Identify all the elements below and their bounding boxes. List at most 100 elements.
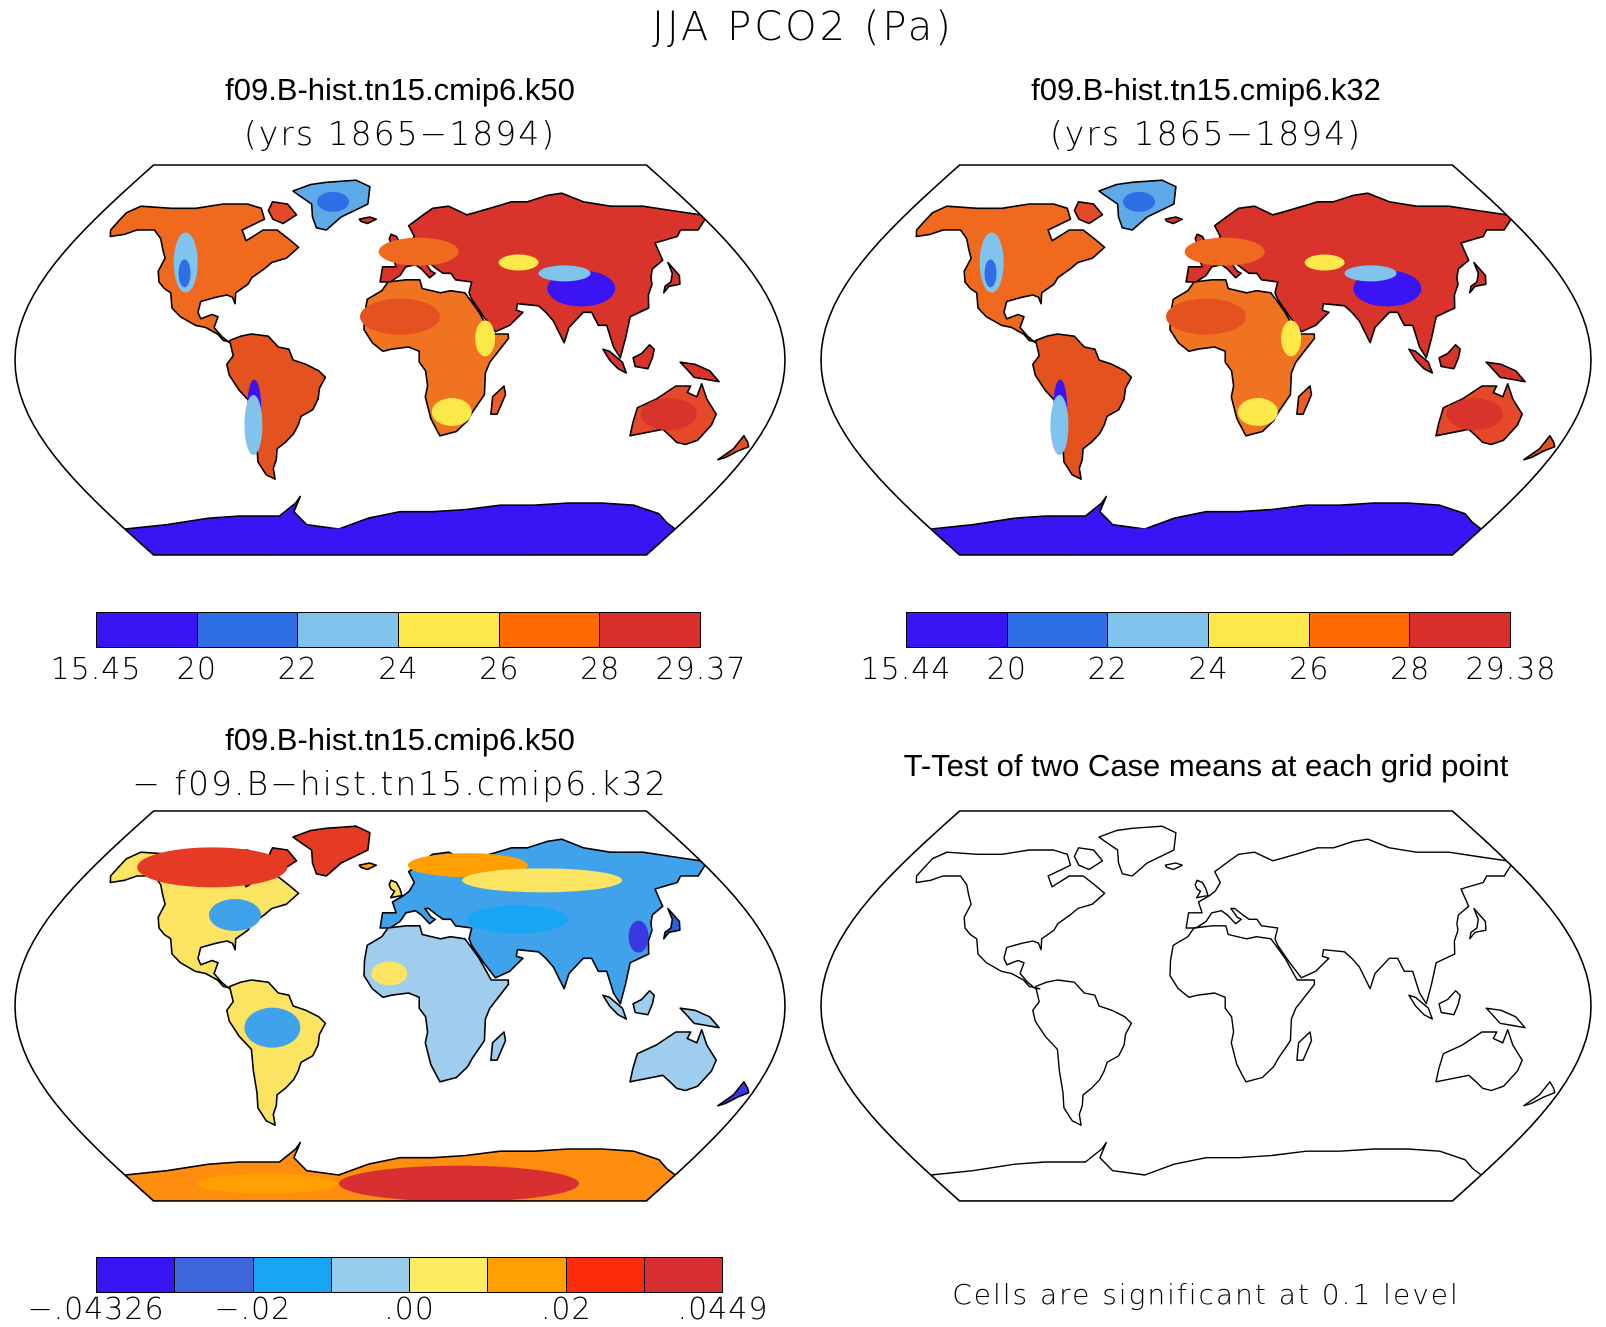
land-madagascar [490, 1031, 507, 1061]
land-northamerica [915, 203, 1106, 344]
colorbar-tick-label: 26 [1289, 652, 1330, 687]
land-madagascar [490, 385, 507, 415]
land-madagascar [1296, 385, 1313, 415]
colorbar-swatch-1 [1007, 613, 1109, 647]
land-africa [1169, 925, 1316, 1083]
colorbar-tick-label: 24 [1188, 652, 1229, 687]
panel3-title: f09.B-hist.tn15.cmip6.k50 [225, 722, 575, 757]
colorbar-tick-label: 29.37 [655, 652, 747, 687]
land-greenland [292, 825, 371, 877]
colorbar-swatch-2 [1108, 613, 1210, 647]
panel2-subtitle: (yrs 1865−1894) [1049, 114, 1363, 153]
colorbar-tick-label: −.02 [214, 1292, 292, 1327]
land-borneo [632, 990, 655, 1016]
land-australia [1435, 1029, 1523, 1092]
land-newzealand [717, 1081, 750, 1107]
colorbar-tick-label: 24 [378, 652, 419, 687]
panel1-title: f09.B-hist.tn15.cmip6.k50 [225, 72, 575, 107]
land-uk [1194, 879, 1209, 899]
panel1-colorbar [96, 612, 701, 648]
colorbar-tick-label: .02 [540, 1292, 592, 1327]
colorbar-tick-label: 22 [1087, 652, 1128, 687]
land-japan [1469, 907, 1487, 940]
land-iceland [358, 216, 378, 225]
map-outline [820, 164, 1592, 556]
colorbar-tick-label: 29.38 [1465, 652, 1557, 687]
colorbar-swatch-6 [566, 1258, 645, 1292]
colorbar-swatch-4 [1309, 613, 1411, 647]
land-northamerica [109, 203, 300, 344]
colorbar-tick-label: −.04326 [27, 1292, 165, 1327]
land-japan [663, 261, 681, 294]
land-greenland [1098, 825, 1177, 877]
land-japan [1469, 261, 1487, 294]
panel3-map [14, 810, 786, 1202]
panel1-colorbar-ticks: 15.45 20 22 24 26 28 29.37 [51, 652, 746, 692]
land-northamerica [915, 849, 1106, 990]
panel2-colorbar [906, 612, 1511, 648]
panel4-map [820, 810, 1592, 1202]
colorbar-tick-label: 26 [479, 652, 520, 687]
land-sumatra [602, 994, 628, 1020]
land-madagascar [1296, 1031, 1313, 1061]
significance-note: Cells are significant at 0.1 level [952, 1278, 1460, 1311]
land-borneo [632, 344, 655, 370]
land-newzealand [1523, 435, 1556, 461]
colorbar-swatch-1 [197, 613, 299, 647]
panel2-colorbar-ticks: 15.44 20 22 24 26 28 29.38 [861, 652, 1556, 692]
colorbar-swatch-3 [399, 613, 500, 647]
colorbar-tick-label: 28 [580, 652, 621, 687]
land-newguinea [1485, 1007, 1526, 1029]
colorbar-swatch-7 [644, 1258, 722, 1292]
land-baffin [267, 201, 298, 225]
land-sumatra [1408, 348, 1434, 374]
panel1-subtitle: (yrs 1865−1894) [243, 114, 557, 153]
figure-title: JJA PCO2 (Pa) [652, 4, 954, 50]
land-japan [663, 907, 681, 940]
colorbar-swatch-3 [1209, 613, 1310, 647]
land-borneo [1438, 344, 1461, 370]
land-newguinea [679, 1007, 720, 1029]
colorbar-tick-label: .00 [384, 1292, 435, 1327]
colorbar-swatch-2 [298, 613, 400, 647]
land-southamerica [1032, 979, 1133, 1126]
panel3-colorbar-ticks: −.04326 −.02 .00 .02 .0449 [27, 1292, 767, 1327]
colorbar-swatch-5 [488, 1258, 567, 1292]
land-iceland [1164, 862, 1183, 871]
panel2-title: f09.B-hist.tn15.cmip6.k32 [1031, 72, 1381, 107]
colorbar-swatch-0 [907, 613, 1008, 647]
land-uk [388, 879, 403, 899]
panel3-subtitle: − f09.B−hist.tn15.cmip6.k32 [132, 764, 668, 803]
land-australia [629, 1029, 717, 1092]
colorbar-swatch-4 [410, 1258, 489, 1292]
land-newzealand [1523, 1081, 1556, 1107]
land-newzealand [717, 435, 750, 461]
colorbar-tick-label: 20 [986, 652, 1027, 687]
colorbar-swatch-1 [175, 1258, 254, 1292]
colorbar-tick-label: 15.44 [860, 652, 952, 687]
land-newguinea [1485, 361, 1526, 383]
panel1-map [14, 164, 786, 556]
panel4-title: T-Test of two Case means at each grid po… [903, 748, 1509, 783]
colorbar-swatch-5 [1410, 613, 1511, 647]
colorbar-swatch-0 [97, 1258, 176, 1292]
map-outline [820, 810, 1592, 1202]
colorbar-swatch-5 [600, 613, 701, 647]
land-iceland [1164, 216, 1184, 225]
colorbar-tick-label: 15.45 [50, 652, 142, 687]
map-outline [14, 164, 786, 556]
land-borneo [1438, 990, 1461, 1016]
colorbar-tick-label: 28 [1390, 652, 1431, 687]
land-sumatra [1408, 994, 1433, 1020]
land-iceland [358, 862, 378, 871]
colorbar-swatch-2 [253, 1258, 332, 1292]
land-newguinea [679, 361, 720, 383]
land-antarctica [930, 1141, 1482, 1201]
land-baffin [1073, 201, 1104, 225]
panel3-colorbar [96, 1257, 723, 1293]
colorbar-tick-label: .0449 [677, 1292, 769, 1327]
colorbar-swatch-3 [331, 1258, 410, 1292]
land-baffin [1073, 847, 1104, 871]
panel2-map [820, 164, 1592, 556]
map-outline [14, 810, 786, 1202]
